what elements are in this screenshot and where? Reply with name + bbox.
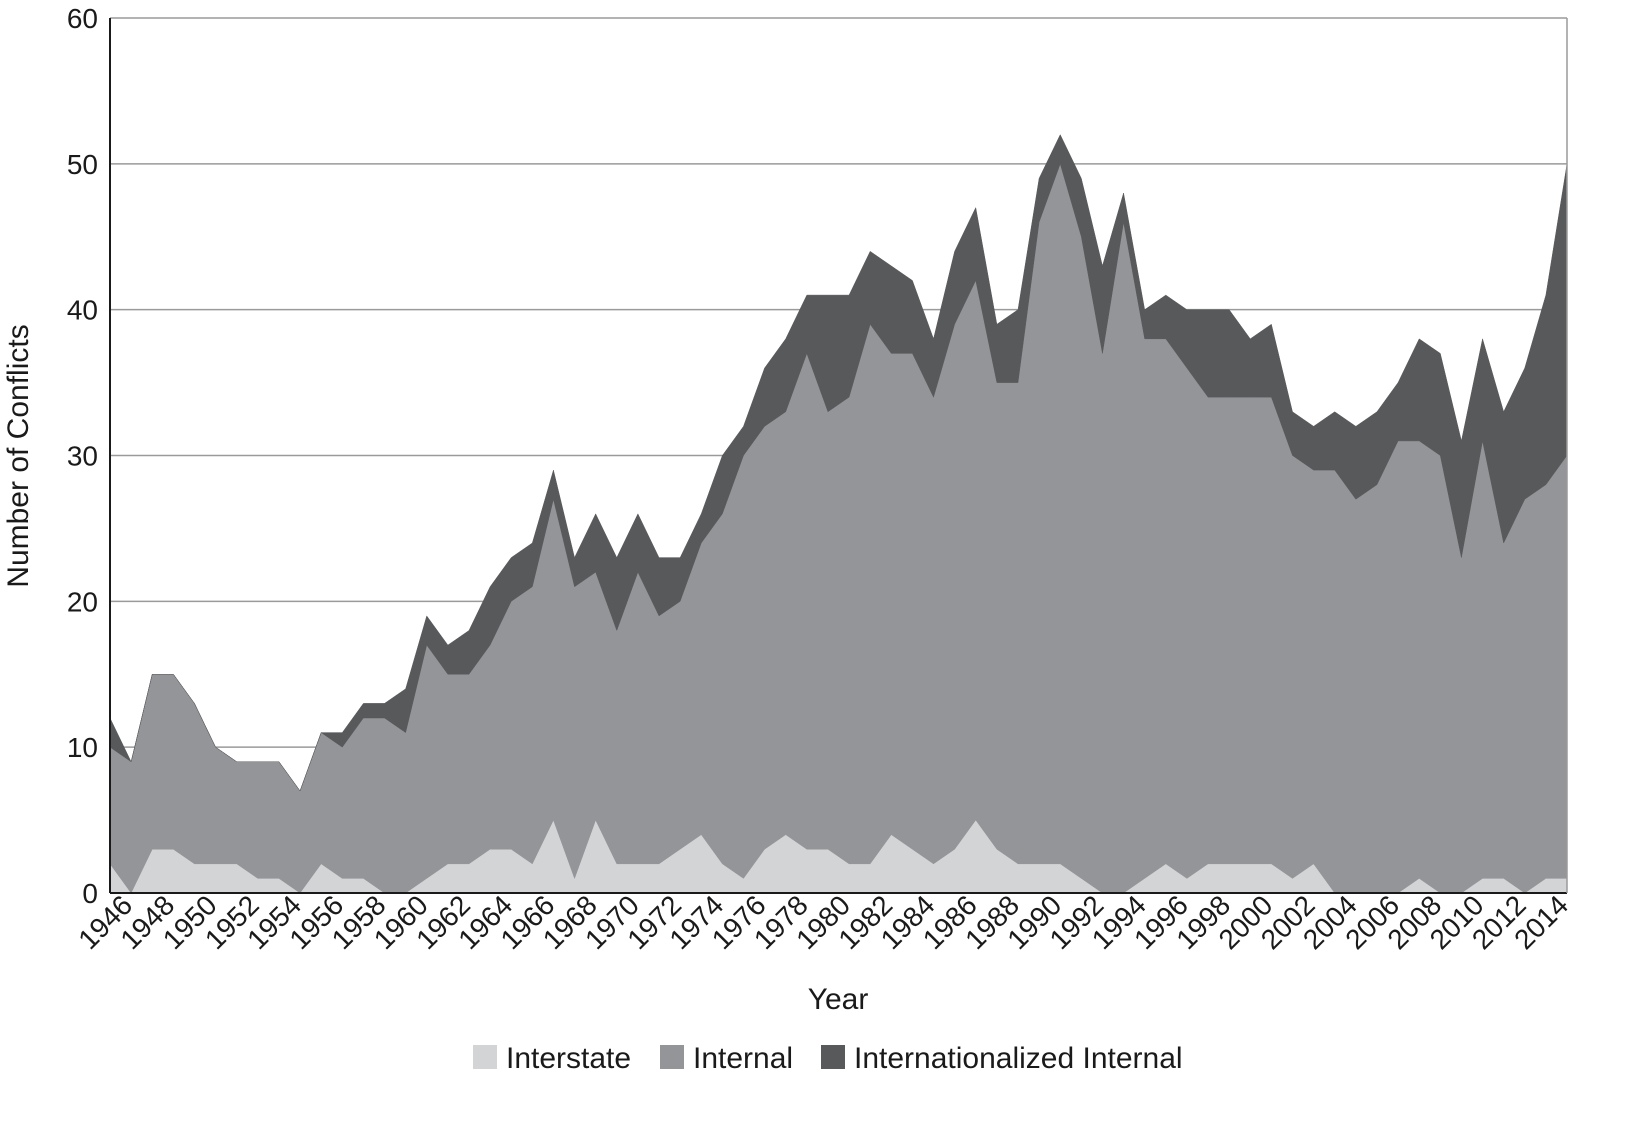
area-internal (109, 163, 1568, 894)
legend: Interstate Internal Internationalized Inte… (473, 1042, 1183, 1075)
y-axis-label: Number of Conflicts (2, 324, 35, 587)
y-tick-labels: 0 10 20 30 40 50 60 (67, 3, 98, 909)
legend-swatch-internationalized-internal (821, 1045, 845, 1069)
legend-label-internationalized-internal: Internationalized Internal (854, 1042, 1183, 1075)
axes (109, 18, 1568, 894)
y-tick-label: 30 (67, 441, 98, 472)
legend-swatch-interstate (473, 1045, 497, 1069)
y-tick-label: 20 (67, 586, 98, 617)
y-tick-label: 60 (67, 3, 98, 34)
legend-label-internal: Internal (693, 1042, 793, 1075)
x-axis-label: Year (808, 983, 869, 1016)
x-tick-labels: 1946194819501952195419561958196019621964… (72, 889, 1574, 955)
y-tick-label: 40 (67, 295, 98, 326)
y-tick-label: 0 (82, 878, 98, 909)
legend-label-interstate: Interstate (506, 1042, 631, 1075)
stacked-areas (109, 134, 1568, 894)
y-tick-label: 10 (67, 732, 98, 763)
legend-swatch-internal (660, 1045, 684, 1069)
y-tick-label: 50 (67, 149, 98, 180)
